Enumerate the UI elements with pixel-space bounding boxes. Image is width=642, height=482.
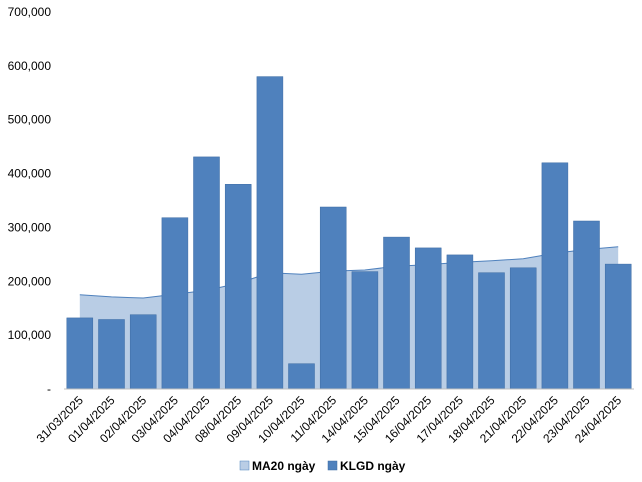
klgd-bar xyxy=(351,271,379,390)
klgd-bar xyxy=(446,254,474,390)
klgd-bar xyxy=(224,184,252,390)
ma20-area-fill xyxy=(79,246,619,389)
klgd-bar xyxy=(129,314,157,390)
y-tick-label: 500,000 xyxy=(8,113,52,127)
y-tick-label: 700,000 xyxy=(8,5,52,19)
y-axis-labels: - 100,000 200,000 300,000 400,000 500,000 600,… xyxy=(8,5,52,396)
klgd-bar xyxy=(604,263,632,390)
klgd-bar-series xyxy=(66,76,632,390)
y-tick-label: 400,000 xyxy=(8,167,52,181)
y-tick-label: 200,000 xyxy=(8,274,52,288)
legend: MA20 ngày KLGD ngày xyxy=(239,459,406,473)
klgd-bar xyxy=(478,272,505,390)
legend-swatch xyxy=(239,460,250,471)
legend-label: MA20 ngày xyxy=(252,459,316,473)
klgd-bar xyxy=(161,217,189,390)
klgd-bar xyxy=(66,317,94,390)
klgd-bar xyxy=(193,156,220,390)
klgd-bar xyxy=(319,206,347,390)
klgd-bar xyxy=(414,247,442,390)
ma20-area-series xyxy=(79,246,619,389)
legend-label: KLGD ngày xyxy=(340,459,406,473)
y-tick-label: 600,000 xyxy=(8,59,52,73)
klgd-bar xyxy=(256,76,284,390)
y-tick-label: 300,000 xyxy=(8,220,52,234)
x-axis-labels: 31/03/202501/04/202502/04/202503/04/2025… xyxy=(34,393,625,446)
klgd-bar xyxy=(383,236,410,390)
klgd-bar xyxy=(541,162,569,390)
y-tick-label: - xyxy=(47,382,51,396)
klgd-bar xyxy=(288,363,315,390)
y-tick-label: 100,000 xyxy=(8,328,52,342)
legend-swatch xyxy=(327,460,338,471)
klgd-bar xyxy=(98,319,125,390)
klgd-bar xyxy=(573,220,600,390)
klgd-bar xyxy=(509,267,537,390)
